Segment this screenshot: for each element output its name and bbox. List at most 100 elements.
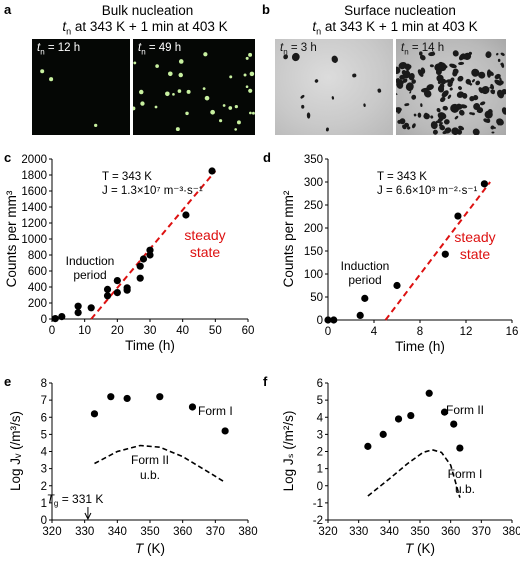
- data-point-c: [139, 255, 148, 263]
- crystal-speck: [469, 83, 473, 86]
- x-axis-label-f: T (K): [405, 541, 435, 556]
- panel-a-subtitle: tn at 343 K + 1 min at 403 K: [62, 19, 228, 37]
- y-tick-label-c: 0: [41, 314, 47, 326]
- crystal-speck: [411, 123, 416, 129]
- crystal-speck: [245, 56, 249, 60]
- crystal-speck: [234, 128, 237, 131]
- y-tick-label-f: 4: [317, 412, 324, 424]
- crystal-speck: [248, 52, 253, 57]
- crystal-speck: [449, 87, 453, 91]
- crystal-speck: [500, 52, 505, 56]
- crystal-speck: [487, 108, 493, 115]
- micrograph-bulk-12h: tn = 12 h: [32, 39, 130, 135]
- crystal-speck: [94, 123, 98, 127]
- crystal-speck: [485, 51, 492, 59]
- x-tick-label-c: 20: [111, 325, 124, 337]
- crystal-speck: [501, 88, 506, 95]
- crystal-speck: [429, 64, 434, 68]
- crystal-speck: [494, 79, 502, 86]
- crystal-speck: [177, 89, 182, 93]
- y-tick-label-c: 600: [28, 266, 47, 278]
- data-point-f: [379, 430, 387, 438]
- crystal-speck: [249, 111, 252, 115]
- y-tick-label-e: 7: [41, 395, 47, 407]
- crystal-speck: [420, 67, 426, 74]
- crystal-speck: [49, 77, 54, 82]
- crystal-speck: [469, 112, 474, 115]
- data-point-d: [480, 180, 488, 188]
- annotation-rate-d: J = 6.6×10³ m⁻²·s⁻¹: [377, 185, 478, 197]
- crystal-speck: [418, 51, 423, 56]
- crystal-speck: [440, 96, 446, 103]
- crystal-speck: [331, 96, 335, 100]
- form-upper-bound-label-e: Form II: [131, 453, 169, 467]
- form-label-e: Form I: [198, 404, 233, 418]
- crystal-speck: [475, 80, 481, 86]
- form-upper-bound-label-e: u.b.: [140, 468, 160, 482]
- crystal-speck: [165, 91, 170, 97]
- crystal-speck: [495, 52, 499, 56]
- y-tick-label-d: 250: [304, 200, 323, 212]
- crystal-speck: [437, 85, 445, 93]
- y-tick-label-e: 4: [41, 447, 48, 459]
- y-tick-label-d: 150: [304, 246, 323, 258]
- crystal-speck: [186, 89, 191, 94]
- data-point-c: [208, 167, 216, 175]
- x-tick-label-f: 380: [502, 526, 520, 538]
- y-tick-label-f: -1: [313, 498, 323, 510]
- induction-period-label-c: period: [73, 268, 106, 282]
- y-axis-label-e: Log Jᵥ (/m³/s): [8, 411, 23, 491]
- y-tick-label-c: 1600: [21, 186, 47, 198]
- crystal-speck: [479, 101, 486, 106]
- x-tick-label-c: 60: [242, 325, 255, 337]
- crystal-speck: [363, 103, 366, 108]
- x-axis-label-d: Time (h): [395, 339, 445, 354]
- crystal-speck: [458, 61, 465, 65]
- annotation-rate-c: J = 1.3×10⁷ m⁻³·s⁻¹: [102, 185, 203, 197]
- form-upper-bound-label-f: Form I: [448, 467, 483, 481]
- crystal-speck: [426, 84, 434, 91]
- crystal-speck: [185, 111, 189, 116]
- crystal-speck: [491, 131, 495, 134]
- crystal-speck: [472, 95, 479, 101]
- data-point-d: [441, 250, 449, 258]
- crystal-speck: [377, 88, 382, 93]
- y-tick-label-f: 3: [317, 429, 323, 441]
- crystal-speck: [228, 106, 233, 110]
- y-axis-label-d: Counts per mm²: [281, 190, 296, 287]
- crystal-speck: [443, 64, 448, 69]
- x-tick-label-f: 350: [410, 526, 429, 538]
- x-axis-label-e: T (K): [135, 541, 165, 556]
- crystal-speck: [500, 62, 505, 68]
- crystal-speck: [402, 78, 408, 83]
- data-point-c: [136, 262, 144, 270]
- y-tick-label-c: 200: [28, 298, 47, 310]
- crystal-speck: [399, 118, 406, 125]
- micrograph-label: tn = 12 h: [37, 42, 81, 57]
- micrograph-label: tn = 3 h: [280, 42, 317, 57]
- y-tick-label-e: 1: [41, 498, 47, 510]
- y-axis-label-f: Log Jₛ (/m²/s): [281, 411, 296, 492]
- crystal-speck: [443, 119, 450, 125]
- x-tick-label-d: 12: [460, 326, 473, 338]
- crystal-speck: [411, 94, 417, 100]
- data-point-c: [74, 302, 82, 310]
- crystal-speck: [486, 118, 491, 123]
- crystal-speck: [352, 73, 357, 78]
- crystal-speck: [219, 119, 223, 123]
- crystal-speck: [202, 87, 206, 91]
- crystal-speck: [396, 78, 400, 82]
- data-point-c: [136, 274, 144, 282]
- crystal-speck: [497, 123, 500, 126]
- crystal-speck: [245, 85, 249, 89]
- x-tick-label-c: 30: [144, 325, 157, 337]
- crystal-speck: [478, 71, 486, 79]
- y-tick-label-c: 2000: [21, 154, 47, 166]
- x-tick-label-e: 340: [108, 526, 127, 538]
- tg-label: Tg = 331 K: [47, 492, 104, 508]
- crystal-speck: [471, 79, 475, 83]
- crystal-speck: [248, 88, 253, 93]
- y-tick-label-f: -2: [313, 515, 323, 527]
- crystal-speck: [437, 112, 447, 120]
- crystal-speck: [439, 124, 446, 131]
